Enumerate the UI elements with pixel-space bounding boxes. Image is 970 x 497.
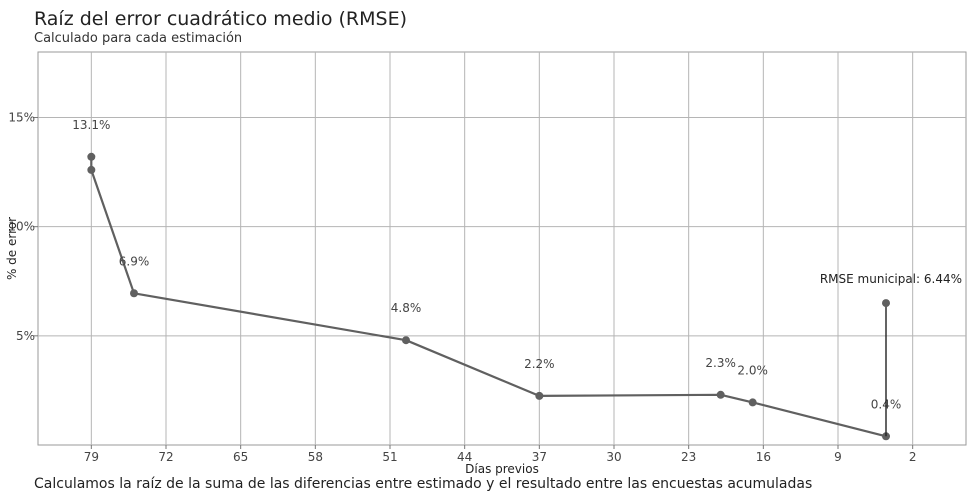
x-tick-label: 2: [909, 450, 917, 464]
data-label: 2.3%: [705, 356, 736, 370]
rmse-municipal-point: [882, 299, 890, 308]
plot-panel: [37, 51, 967, 446]
y-tick-label: 15%: [8, 111, 35, 125]
x-axis-label: Días previos: [465, 462, 539, 476]
x-tick-label: 72: [158, 450, 173, 464]
chart-subtitle: Calculado para cada estimación: [34, 31, 243, 46]
data-label: 6.9%: [119, 254, 150, 268]
y-axis-ticks: 5% 10% 15%: [8, 111, 38, 343]
data-point: [87, 152, 96, 161]
x-tick-label: 30: [606, 450, 621, 464]
data-label: 2.2%: [524, 357, 555, 371]
data-point: [87, 165, 96, 174]
x-tick-label: 9: [834, 450, 842, 464]
y-tick-label: 5%: [16, 329, 35, 343]
data-label: 13.1%: [72, 118, 110, 132]
reference-layer: RMSE municipal: 6.44%: [820, 272, 962, 437]
x-tick-label: 44: [457, 450, 472, 464]
data-point: [535, 391, 544, 400]
x-axis-ticks: 79 72 65 58 51 44 37 30 23 16 9 2: [84, 445, 917, 464]
y-tick-label: 10%: [8, 220, 35, 234]
x-tick-label: 51: [382, 450, 397, 464]
x-tick-label: 65: [233, 450, 248, 464]
x-tick-label: 37: [532, 450, 547, 464]
x-tick-label: 16: [756, 450, 771, 464]
grid-lines: [38, 52, 966, 445]
data-label: 2.0%: [737, 363, 768, 377]
data-label: 4.8%: [391, 301, 422, 315]
data-point: [748, 398, 757, 407]
y-axis-label: % de error: [5, 217, 19, 280]
data-point: [130, 289, 138, 298]
series-line: [90, 156, 887, 438]
x-tick-label: 79: [84, 450, 99, 464]
series-layer: 13.1%6.9%4.8%2.2% 2.3%2.0%0.4%: [72, 118, 901, 441]
chart-caption: Calculamos la raíz de la suma de las dif…: [34, 476, 813, 492]
x-tick-label: 23: [681, 450, 696, 464]
data-point: [402, 336, 410, 345]
data-point: [716, 390, 725, 399]
chart-title: Raíz del error cuadrático medio (RMSE): [34, 8, 407, 30]
x-tick-label: 58: [308, 450, 323, 464]
rmse-municipal-label: RMSE municipal: 6.44%: [820, 272, 962, 286]
